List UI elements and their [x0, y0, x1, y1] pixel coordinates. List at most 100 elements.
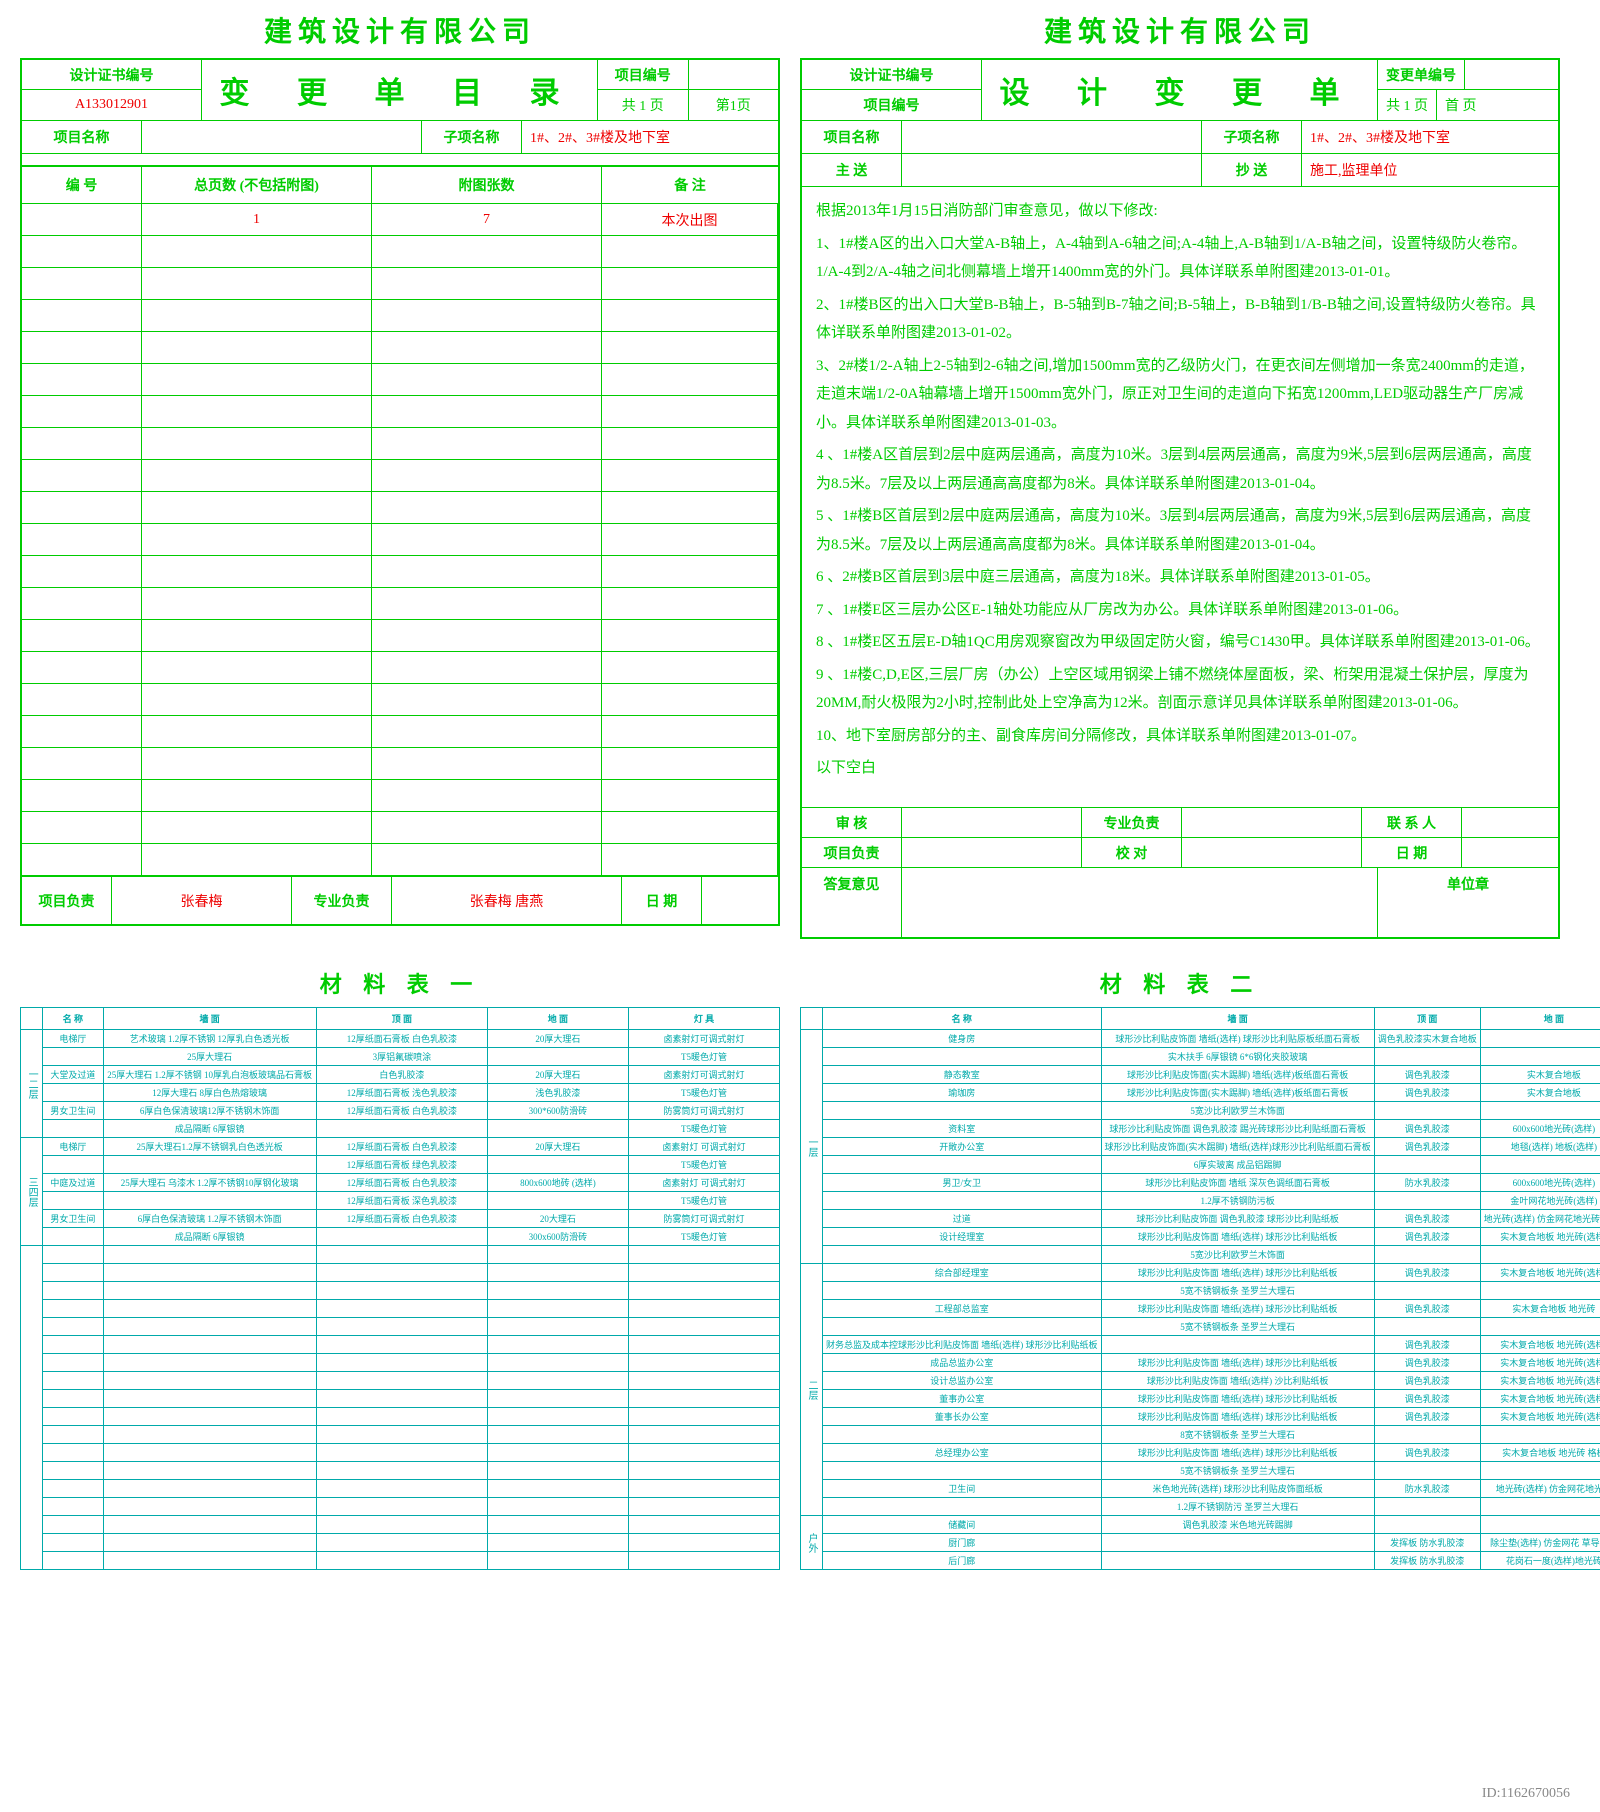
table-row	[22, 748, 778, 780]
mat-row: 5宽不锈钢板条 圣罗兰大理石T5暖色灯管	[801, 1318, 1600, 1336]
mat-row: 12厚纸面石膏板 绿色乳胶漆T5暖色灯管	[21, 1156, 780, 1174]
table-row	[22, 236, 778, 268]
mat-row: 卫生间米色地光砖(选样) 球形沙比利贴皮饰面纸板防水乳胶漆地光砖(选样) 仿金网…	[801, 1480, 1600, 1498]
pm-val: 张春梅	[112, 877, 292, 924]
date-lbl: 日 期	[622, 877, 702, 924]
mat-row: 1.2厚不锈钢防污板金叶网花地光砖(选样)金叶米黄大理石可调式射灯	[801, 1192, 1600, 1210]
proj-no-lbl-2: 项目编号	[802, 90, 981, 120]
table-header: 编 号 总页数 (不包括附图) 附图张数 备 注	[22, 166, 778, 204]
image-id: ID:1162670056	[1482, 1786, 1570, 1802]
table-row	[22, 524, 778, 556]
mat-row: 12厚大理石 8厚白色热熔玻璃12厚纸面石膏板 浅色乳胶漆浅色乳胶漆T5暖色灯管	[21, 1084, 780, 1102]
mat-row: 资料室球形沙比利贴皮饰面 调色乳胶漆 踢光砖球形沙比利贴纸面石膏板调色乳胶漆60…	[801, 1120, 1600, 1138]
mat-row: 工程部总监室球形沙比利贴皮饰面 墙纸(选样) 球形沙比利贴纸板调色乳胶漆实木复合…	[801, 1300, 1600, 1318]
sp-lbl: 专业负责	[292, 877, 392, 924]
mat-row: 设计总监办公室球形沙比利贴皮饰面 墙纸(选样) 沙比利贴纸板调色乳胶漆实木复合地…	[801, 1372, 1600, 1390]
page-cur: 第1页	[689, 90, 779, 120]
mat-row: 大堂及过道25厚大理石 1.2厚不锈钢 10厚乳白泡板玻璃品石膏板白色乳胶漆20…	[21, 1066, 780, 1084]
cc-lbl: 抄 送	[1202, 154, 1302, 186]
mat-row: 后门廊发挥板 防水乳胶漆花岗石一度(选样)地光砖节能筒灯	[801, 1552, 1600, 1570]
date-val	[702, 877, 778, 924]
audit-lbl: 审 核	[802, 808, 902, 837]
mat-row: 8宽不锈钢板条 圣罗兰大理石T5暖色灯管	[801, 1426, 1600, 1444]
mat-row: 1.2厚不锈钢防污 圣罗兰大理石T5暖色灯管	[801, 1498, 1600, 1516]
mat-row: 25厚大理石3厚铝氟碳喷涂T5暖色灯管	[21, 1048, 780, 1066]
table-row	[22, 332, 778, 364]
table-row	[22, 844, 778, 876]
sub-lbl-2: 子项名称	[1202, 121, 1302, 153]
mat-row: 一二层电梯厅艺术玻璃 1.2厚不锈钢 12厚乳白色透光板12厚纸面石膏板 白色乳…	[21, 1030, 780, 1048]
mat-row: 成品隔断 6厚银镜T5暖色灯管	[21, 1120, 780, 1138]
mat-row: 5宽不锈钢板条 圣罗兰大理石T5暖色灯管	[801, 1462, 1600, 1480]
table-row	[22, 396, 778, 428]
form2-wrap: 建筑设计有限公司 设计证书编号 项目编号 设 计 变 更 单 变更单编号 共 1…	[800, 10, 1560, 939]
company-title-1: 建筑设计有限公司	[20, 10, 780, 50]
proj-name-lbl-2: 项目名称	[802, 121, 902, 153]
mat-row: 二层综合部经理室球形沙比利贴皮饰面 墙纸(选样) 球形沙比利贴纸板调色乳胶漆实木…	[801, 1264, 1600, 1282]
proj-no-lbl: 项目编号	[598, 60, 689, 89]
cc-val: 施工,监理单位	[1302, 154, 1558, 186]
table-row	[22, 716, 778, 748]
form2-title: 设 计 变 更 单	[982, 60, 1378, 120]
table-row	[22, 812, 778, 844]
mat-row: 男女卫生间6厚白色保清玻璃 1.2厚不锈钢木饰面12厚纸面石膏板 白色乳胶漆20…	[21, 1210, 780, 1228]
mat-row: 中庭及过道25厚大理石 乌漆木 1.2厚不锈钢10厚钢化玻璃12厚纸面石膏板 白…	[21, 1174, 780, 1192]
proj-name-lbl: 项目名称	[22, 121, 142, 153]
mat-row: 成品隔断 6厚银镜300x600防滑砖T5暖色灯管	[21, 1228, 780, 1246]
mat-row: 男卫/女卫球形沙比利贴皮饰面 墙纸 深灰色调纸面石膏板防水乳胶漆600x600地…	[801, 1174, 1600, 1192]
table-row	[22, 556, 778, 588]
mat-row: 静态教室球形沙比利贴皮饰面(实木踢脚) 墙纸(选样)板纸面石膏板调色乳胶漆实木复…	[801, 1066, 1600, 1084]
mat-row: 户外储藏间调色乳胶漆 米色地光砖踢脚600x600地光砖(选样)	[801, 1516, 1600, 1534]
sub-val: 1#、2#、3#楼及地下室	[522, 121, 778, 153]
table-row	[22, 684, 778, 716]
mat-row: 5宽不锈钢板条 圣罗兰大理石T5暖色灯管	[801, 1282, 1600, 1300]
mat1-title: 材 料 表 一	[20, 967, 780, 999]
sp-lbl-2: 专业负责	[1082, 808, 1182, 837]
table-row	[22, 268, 778, 300]
date-lbl-2: 日 期	[1362, 838, 1462, 867]
mat1-table: 名 称墙 面顶 面地 面灯 具一二层电梯厅艺术玻璃 1.2厚不锈钢 12厚乳白色…	[20, 1007, 780, 1570]
mat-row: 5宽沙比利欧罗兰木饰面T5暖色灯管	[801, 1102, 1600, 1120]
form1: 设计证书编号 A133012901 变 更 单 目 录 项目编号 共 1 页第1…	[20, 58, 780, 926]
col-1: 总页数 (不包括附图)	[142, 167, 372, 203]
page-total-2: 共 1 页	[1378, 90, 1437, 120]
cert-lbl: 设计证书编号	[22, 60, 201, 90]
table-row	[22, 780, 778, 812]
mat1-wrap: 材 料 表 一 名 称墙 面顶 面地 面灯 具一二层电梯厅艺术玻璃 1.2厚不锈…	[20, 959, 780, 1570]
col-0: 编 号	[22, 167, 142, 203]
mat-row: 12厚纸面石膏板 深色乳胶漆T5暖色灯管	[21, 1192, 780, 1210]
sub-lbl: 子项名称	[422, 121, 522, 153]
mat-row: 男女卫生间6厚白色保清玻璃12厚不锈钢木饰面12厚纸面石膏板 白色乳胶漆300*…	[21, 1102, 780, 1120]
form1-wrap: 建筑设计有限公司 设计证书编号 A133012901 变 更 单 目 录 项目编…	[20, 10, 780, 939]
mat-row: 总经理办公室球形沙比利贴皮饰面 墙纸(选样) 球形沙比利贴纸板调色乳胶漆实木复合…	[801, 1444, 1600, 1462]
mat-row: 6厚实玻离 成品铝踢脚T5暖色灯管	[801, 1156, 1600, 1174]
mat-row: 一层健身房球形沙比利贴皮饰面 墙纸(选样) 球形沙比利贴原板纸面石膏板调色乳胶漆…	[801, 1030, 1600, 1048]
mat-row: 财务总监及成本控球形沙比利贴皮饰面 墙纸(选样) 球形沙比利贴纸板调色乳胶漆实木…	[801, 1336, 1600, 1354]
mat-row: 瑜珈房球形沙比利贴皮饰面(实木踢脚) 墙纸(选样)板纸面石膏板调色乳胶漆实木复合…	[801, 1084, 1600, 1102]
mat-row: 实木扶手 6厚银镜 6*6钢化夹胶玻璃T5暖色灯管	[801, 1048, 1600, 1066]
sp-val: 张春梅 唐燕	[392, 877, 622, 924]
pm-lbl: 项目负责	[22, 877, 112, 924]
mat2-wrap: 材 料 表 二 名 称墙 面顶 面地 面灯 具一层健身房球形沙比利贴皮饰面 墙纸…	[800, 959, 1560, 1570]
table-row	[22, 588, 778, 620]
mat-row: 5宽沙比利欧罗兰木饰面T5暖色灯管	[801, 1246, 1600, 1264]
table-row	[22, 492, 778, 524]
proj-name-val	[142, 121, 422, 153]
proj-no-val	[689, 60, 779, 89]
stamp-lbl: 单位章	[1378, 868, 1558, 937]
mat-row: 董事办公室球形沙比利贴皮饰面 墙纸(选样) 球形沙比利贴纸板调色乳胶漆实木复合地…	[801, 1390, 1600, 1408]
col-2: 附图张数	[372, 167, 602, 203]
mat-row: 成品总监办公室球形沙比利贴皮饰面 墙纸(选样) 球形沙比利贴纸板调色乳胶漆实木复…	[801, 1354, 1600, 1372]
cert-no: A133012901	[22, 90, 201, 120]
sub-val-2: 1#、2#、3#楼及地下室	[1302, 121, 1558, 153]
col-3: 备 注	[602, 167, 778, 203]
chg-lbl: 变更单编号	[1378, 60, 1465, 89]
check-lbl: 校 对	[1082, 838, 1182, 867]
mat-row: 三四层电梯厅25厚大理石1.2厚不锈钢乳白色透光板12厚纸面石膏板 白色乳胶漆2…	[21, 1138, 780, 1156]
pm-lbl-2: 项目负责	[802, 838, 902, 867]
table-row	[22, 428, 778, 460]
mat-row: 开敞办公室球形沙比利贴皮饰面(实木踢脚) 墙纸(选样)球形沙比利贴纸面石膏板调色…	[801, 1138, 1600, 1156]
mat-row: 过道球形沙比利贴皮饰面 调色乳胶漆 球形沙比利贴纸板调色乳胶漆地光砖(选样) 仿…	[801, 1210, 1600, 1228]
mat-row: 厨门廊发挥板 防水乳胶漆除尘垫(选样) 仿金网花 草导玫色节能筒灯	[801, 1534, 1600, 1552]
page-cur-2: 首 页	[1437, 90, 1485, 120]
